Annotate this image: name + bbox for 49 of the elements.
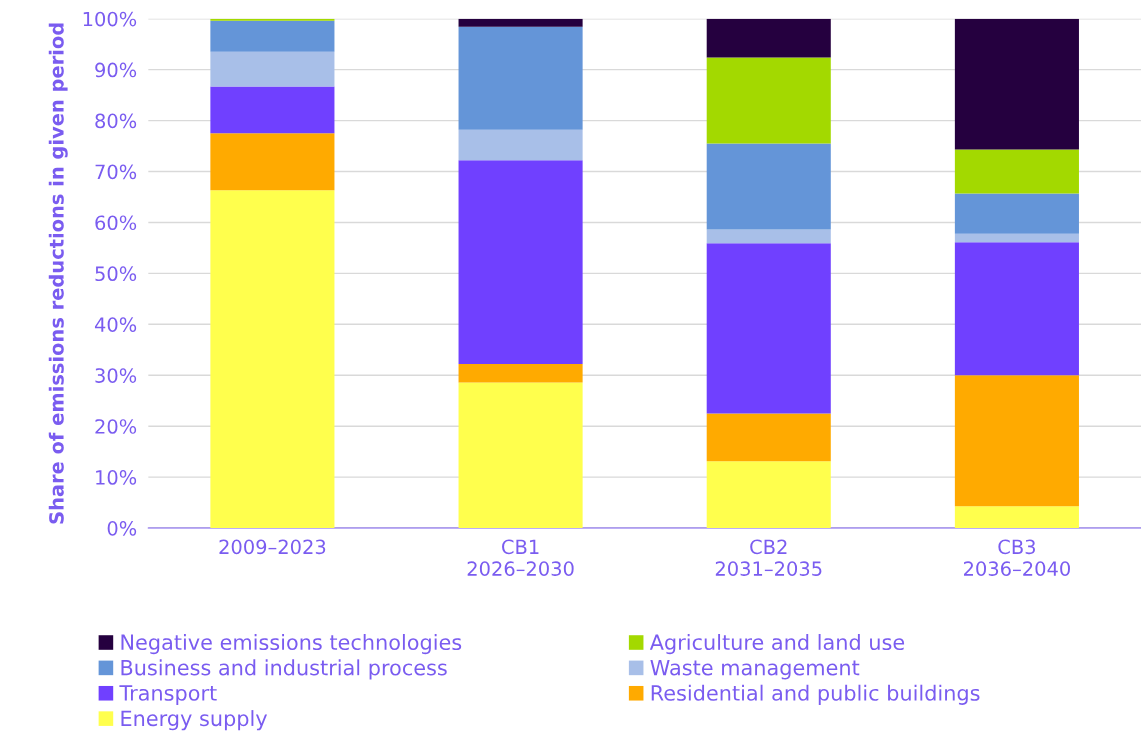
y-tick-label: 0% bbox=[107, 521, 137, 536]
bar bbox=[210, 51, 335, 87]
legend-label: Negative emissions technologies bbox=[121, 633, 462, 655]
bar bbox=[706, 18, 831, 58]
bar bbox=[954, 242, 1079, 376]
bar bbox=[706, 143, 831, 230]
bar bbox=[458, 26, 583, 130]
y-tick-label: 30% bbox=[95, 368, 137, 383]
bar bbox=[954, 506, 1079, 529]
bar bbox=[954, 193, 1079, 234]
bar bbox=[954, 233, 1079, 243]
y-tick-label: 70% bbox=[95, 164, 137, 180]
bar bbox=[706, 229, 831, 244]
x-tick-label: CB2 2031–2035 bbox=[715, 539, 822, 576]
bar bbox=[954, 149, 1079, 194]
y-tick-label: 50% bbox=[95, 266, 137, 282]
bar bbox=[458, 129, 583, 161]
y-tick-label: 40% bbox=[94, 317, 137, 332]
bar bbox=[706, 461, 831, 529]
y-tick-label: 80% bbox=[95, 113, 137, 129]
bar bbox=[458, 382, 583, 529]
bar bbox=[210, 20, 335, 52]
legend-label: Transport bbox=[119, 685, 217, 705]
bar bbox=[210, 133, 335, 191]
x-tick-label: 2009–2023 bbox=[219, 539, 326, 555]
bar bbox=[458, 160, 583, 365]
bar bbox=[706, 243, 831, 414]
legend-label: Waste management bbox=[650, 659, 860, 680]
y-tick-label: 90% bbox=[95, 62, 137, 78]
bar bbox=[210, 18, 335, 21]
y-tick-label: 20% bbox=[95, 419, 137, 434]
legend-label: Residential and public buildings bbox=[651, 684, 980, 705]
bar bbox=[954, 375, 1079, 507]
bar bbox=[954, 18, 1079, 150]
x-tick-label: CB1 2026–2030 bbox=[467, 539, 574, 576]
x-tick-label: CB3 2036–2040 bbox=[963, 539, 1070, 576]
y-tick-label: 100% bbox=[83, 11, 137, 27]
legend-label: Business and industrial process bbox=[121, 659, 447, 680]
legend-label: Energy supply bbox=[121, 710, 268, 731]
bar bbox=[210, 190, 335, 529]
bar bbox=[458, 364, 583, 383]
bar bbox=[210, 86, 335, 134]
bar bbox=[706, 57, 831, 144]
y-tick-label: 10% bbox=[96, 470, 137, 485]
y-axis-title: Share of emissions reductions in given period bbox=[48, 23, 68, 524]
legend-label: Agriculture and land use bbox=[649, 633, 905, 655]
bar bbox=[706, 413, 831, 462]
bar bbox=[458, 18, 583, 27]
y-tick-label: 60% bbox=[95, 215, 137, 231]
